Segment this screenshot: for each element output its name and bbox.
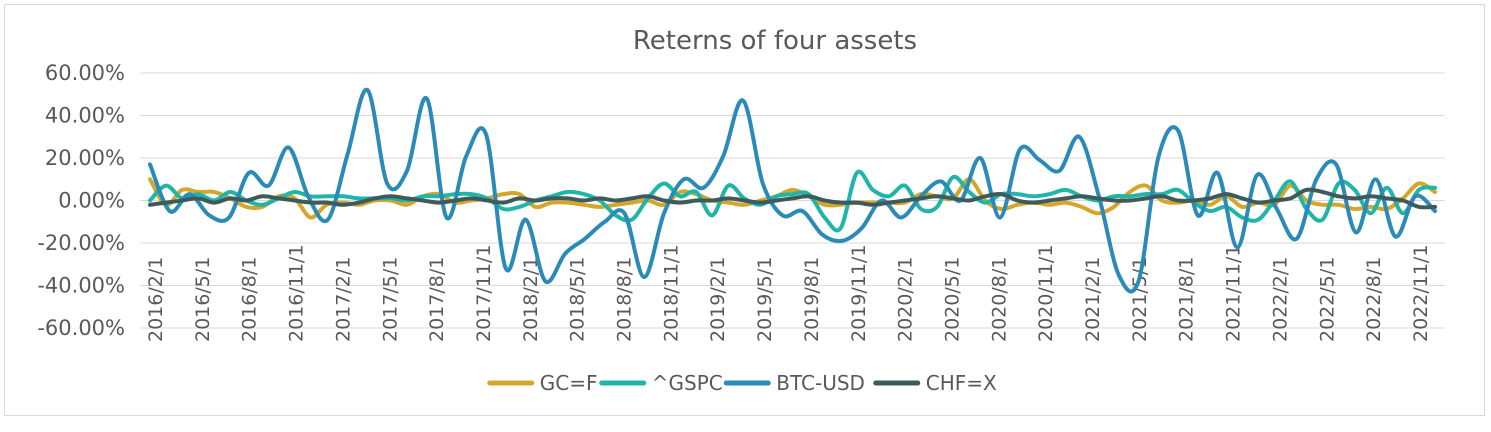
x-tick-label: 2017/11/1 xyxy=(473,245,495,342)
legend-label: CHF=X xyxy=(926,371,997,395)
x-tick-label: 2019/11/1 xyxy=(848,245,870,342)
legend-item: ^GSPC xyxy=(599,371,723,395)
x-tick-label: 2022/5/1 xyxy=(1316,257,1338,342)
x-tick-label: 2021/5/1 xyxy=(1129,257,1151,342)
x-tick-label: 2021/8/1 xyxy=(1176,257,1198,342)
y-tick-label: -20.00% xyxy=(37,231,125,255)
legend-item: CHF=X xyxy=(873,371,997,395)
series-line-gspc xyxy=(148,169,1437,233)
x-axis-ticks: 2016/2/1 2016/5/1 2016/8/1 2016/11/1 2017/2/… xyxy=(145,245,1432,342)
legend-item: GC=F xyxy=(487,371,598,395)
x-tick-label: 2018/2/1 xyxy=(520,257,542,342)
y-tick-label: 0.00% xyxy=(58,189,125,213)
x-tick-label: 2020/11/1 xyxy=(1035,245,1057,342)
x-tick-label: 2019/5/1 xyxy=(754,257,776,342)
series-layer xyxy=(148,87,1437,294)
x-tick-label: 2017/8/1 xyxy=(426,257,448,342)
x-tick-label: 2016/8/1 xyxy=(239,257,261,342)
x-tick-label: 2018/5/1 xyxy=(567,257,589,342)
chart-frame: Reterns of four assets 60.00% 40.00% 20.00… xyxy=(4,4,1485,416)
legend-label: GC=F xyxy=(540,371,598,395)
x-tick-label: 2019/2/1 xyxy=(707,257,729,342)
y-tick-label: 40.00% xyxy=(45,104,125,128)
x-tick-label: 2017/5/1 xyxy=(379,257,401,342)
x-tick-label: 2016/2/1 xyxy=(145,257,167,342)
y-tick-label: -40.00% xyxy=(37,274,125,298)
legend: GC=F ^GSPC BTC-USD CHF=X xyxy=(487,371,997,395)
x-tick-label: 2020/5/1 xyxy=(941,257,963,342)
y-tick-label: 20.00% xyxy=(45,146,125,170)
x-tick-label: 2018/8/1 xyxy=(614,257,636,342)
x-tick-label: 2022/11/1 xyxy=(1410,245,1432,342)
legend-label: BTC-USD xyxy=(776,371,865,395)
x-tick-label: 2018/11/1 xyxy=(660,245,682,342)
chart-svg: Reterns of four assets 60.00% 40.00% 20.00… xyxy=(37,26,1445,395)
series-line-btcusd xyxy=(148,87,1437,294)
legend-label: ^GSPC xyxy=(652,371,723,395)
x-tick-label: 2022/8/1 xyxy=(1363,257,1385,342)
y-axis-ticks: 60.00% 40.00% 20.00% 0.00% -20.00% -40.00% -60… xyxy=(37,61,125,340)
series-line-gcf xyxy=(148,177,1437,220)
x-tick-label: 2021/2/1 xyxy=(1082,257,1104,342)
x-tick-label: 2019/8/1 xyxy=(801,257,823,342)
x-tick-label: 2020/2/1 xyxy=(895,257,917,342)
y-tick-label: -60.00% xyxy=(37,316,125,340)
chart-title: Reterns of four assets xyxy=(633,26,917,56)
x-tick-label: 2020/8/1 xyxy=(988,257,1010,342)
x-tick-label: 2022/2/1 xyxy=(1269,257,1291,342)
x-tick-label: 2021/11/1 xyxy=(1223,245,1245,342)
x-tick-label: 2017/2/1 xyxy=(332,257,354,342)
y-tick-label: 60.00% xyxy=(45,61,125,85)
legend-item: BTC-USD xyxy=(723,371,865,395)
x-tick-label: 2016/5/1 xyxy=(192,257,214,342)
series-line-chfx xyxy=(148,187,1437,210)
x-tick-label: 2016/11/1 xyxy=(286,245,308,342)
